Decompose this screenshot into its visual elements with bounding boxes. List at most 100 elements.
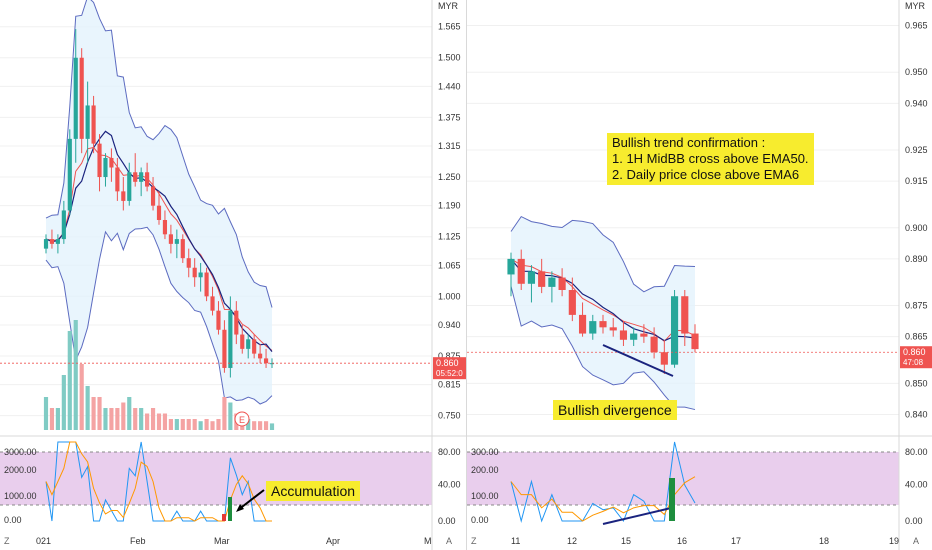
x-tick-label: 11 [511, 536, 520, 546]
x-tick-label: Feb [130, 536, 146, 546]
oscillator-k-line [45, 441, 272, 522]
price-tick-label: 0.915 [905, 176, 928, 186]
price-tick-label: 0.865 [905, 332, 928, 342]
accumulation-volume-bar [228, 497, 232, 521]
volume-bar [180, 419, 185, 430]
candle-body [156, 205, 162, 220]
candle-body [127, 172, 132, 201]
candle-body [186, 258, 191, 268]
candle-body [660, 352, 668, 365]
volume-bar [109, 408, 114, 430]
candle-body [73, 57, 78, 139]
price-tick-label: 0.815 [438, 380, 461, 390]
last-price-badge [900, 346, 932, 369]
oscillator-tick-label: 0.00 [471, 515, 489, 525]
candle-body [269, 363, 275, 365]
oscillator-k-line [510, 441, 696, 523]
candle-body [527, 271, 536, 284]
price-tick-label: 1.125 [438, 232, 461, 242]
oscillator-tick-label: 300.00 [471, 447, 499, 457]
corner-left-label: Z [471, 536, 477, 546]
price-tick-label: 1.065 [438, 260, 461, 270]
bullish-trend-line-2: 2. Daily price close above EMA6 [612, 167, 800, 182]
candle-body [640, 333, 648, 337]
candle-body [538, 271, 546, 287]
volume-bar [162, 413, 168, 430]
rsi-tick-label: 40.00 [438, 480, 461, 490]
candle-body [162, 220, 168, 235]
price-tick-label: 1.375 [438, 112, 461, 122]
candle-body [681, 296, 689, 334]
volume-bar [79, 364, 84, 430]
oscillator-tick-label: 2000.00 [4, 465, 37, 475]
volume-bar [133, 408, 138, 430]
candle-body [578, 314, 587, 334]
candle-body [121, 191, 126, 201]
oscillator-tick-label: 0.00 [4, 515, 22, 525]
candle-body [61, 210, 66, 240]
candle-body [599, 321, 607, 328]
volume-bar [210, 421, 215, 430]
candle-body [568, 290, 576, 315]
candle-body [145, 172, 150, 187]
oscillator-tick-label: 1000.00 [4, 491, 37, 501]
volume-bar [222, 397, 227, 430]
bollinger-upper [45, 0, 273, 308]
candle-body [589, 321, 597, 334]
accumulation-note: Accumulation [266, 481, 361, 501]
candle-body [198, 272, 203, 278]
bollinger-upper [510, 215, 696, 293]
oscillator-tick-label: 200.00 [471, 465, 499, 475]
volume-bar [228, 402, 233, 430]
candle-body [258, 353, 263, 359]
x-tick-label: 021 [36, 536, 51, 546]
price-tick-label: 0.850 [905, 378, 928, 388]
volume-bar [121, 402, 126, 430]
bullish-trend-title: Bullish trend confirmation : [612, 135, 766, 150]
price-tick-label: 0.940 [905, 98, 928, 108]
candle-body [49, 239, 55, 244]
candle-body [609, 327, 617, 331]
candle-body [222, 329, 227, 368]
rsi-band [0, 452, 432, 505]
candle-body [630, 333, 638, 340]
panel-divider [466, 0, 467, 550]
x-tick-label: 18 [819, 536, 829, 546]
left-chart: 1.565 1.500 1.440 1.375 1.315 1.250 1.190 1.125… [0, 0, 466, 550]
candle-body [204, 272, 209, 297]
x-tick-label: 12 [567, 536, 577, 546]
price-tick-label: 0.950 [905, 67, 928, 77]
candle-body [210, 296, 215, 311]
price-tick-label: 1.565 [438, 22, 461, 32]
corner-left-label: Z [4, 536, 10, 546]
volume-bar [204, 419, 209, 430]
x-tick-label: 16 [677, 536, 687, 546]
volume-bar [85, 386, 90, 430]
price-tick-label: 0.890 [905, 254, 928, 264]
candle-body [234, 310, 239, 335]
price-tick-label: 0.875 [905, 301, 928, 311]
volume-bar [246, 419, 251, 430]
candle-body [109, 157, 114, 168]
candle-body [228, 310, 233, 368]
bullish-divergence-note: Bullish divergence [553, 400, 677, 420]
volume-bar [103, 408, 108, 430]
price-tick-label: 0.965 [905, 21, 928, 31]
candle-body [174, 239, 179, 244]
bullish-trend-line-1: 1. 1H MidBB cross above EMA50. [612, 151, 809, 166]
candle-body [55, 239, 60, 244]
price-tick-label: 0.940 [438, 320, 461, 330]
volume-bar [192, 419, 197, 430]
volume-bar [73, 320, 78, 430]
candle-body [91, 105, 96, 144]
candle-body [263, 358, 269, 364]
candle-body [619, 330, 628, 340]
price-tick-label: 0.750 [438, 411, 461, 421]
corner-right-label: A [913, 536, 919, 546]
volume-bar [216, 419, 221, 430]
price-tick-label: 0.925 [905, 145, 928, 155]
price-tick-label: 1.315 [438, 141, 461, 151]
divergence-volume-bar [669, 478, 675, 521]
candle-body [216, 310, 221, 330]
